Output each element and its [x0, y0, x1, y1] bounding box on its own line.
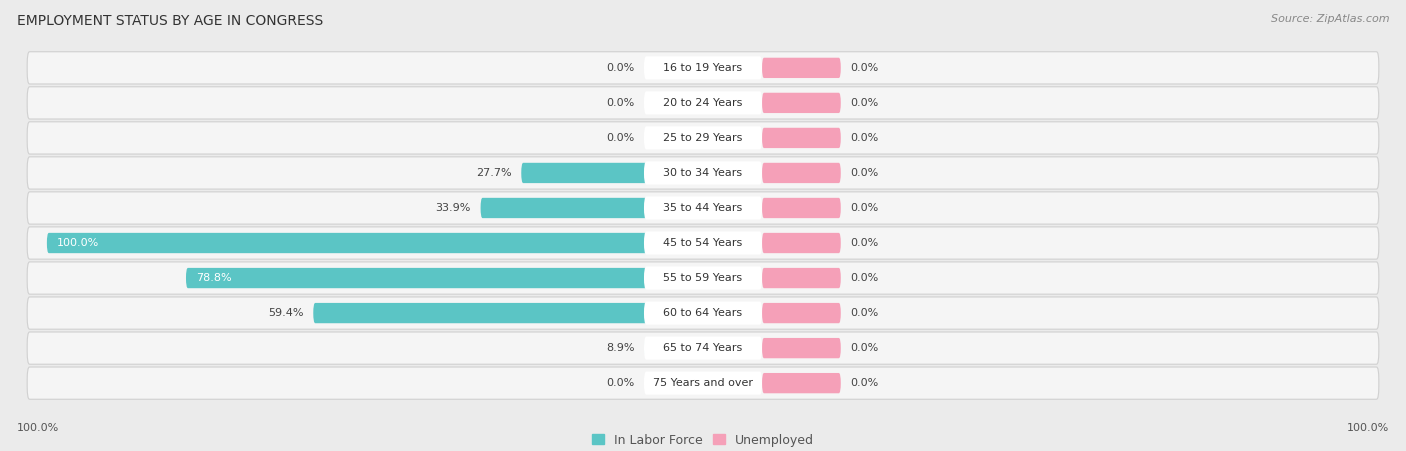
- FancyBboxPatch shape: [644, 336, 762, 359]
- Text: 20 to 24 Years: 20 to 24 Years: [664, 98, 742, 108]
- Text: 100.0%: 100.0%: [17, 423, 59, 433]
- FancyBboxPatch shape: [762, 268, 841, 288]
- FancyBboxPatch shape: [644, 126, 762, 149]
- Text: 78.8%: 78.8%: [195, 273, 232, 283]
- FancyBboxPatch shape: [644, 92, 762, 115]
- Text: 0.0%: 0.0%: [851, 343, 879, 353]
- Text: 0.0%: 0.0%: [606, 378, 634, 388]
- Text: 0.0%: 0.0%: [851, 238, 879, 248]
- Text: 16 to 19 Years: 16 to 19 Years: [664, 63, 742, 73]
- FancyBboxPatch shape: [762, 58, 841, 78]
- FancyBboxPatch shape: [762, 93, 841, 113]
- Text: 0.0%: 0.0%: [851, 203, 879, 213]
- Text: 60 to 64 Years: 60 to 64 Years: [664, 308, 742, 318]
- FancyBboxPatch shape: [762, 128, 841, 148]
- Text: 59.4%: 59.4%: [269, 308, 304, 318]
- Text: 65 to 74 Years: 65 to 74 Years: [664, 343, 742, 353]
- Text: 27.7%: 27.7%: [475, 168, 512, 178]
- FancyBboxPatch shape: [644, 302, 762, 325]
- FancyBboxPatch shape: [27, 297, 1379, 329]
- FancyBboxPatch shape: [644, 231, 762, 254]
- FancyBboxPatch shape: [762, 163, 841, 183]
- Text: 0.0%: 0.0%: [851, 98, 879, 108]
- Legend: In Labor Force, Unemployed: In Labor Force, Unemployed: [592, 433, 814, 446]
- Text: 0.0%: 0.0%: [851, 168, 879, 178]
- Text: 25 to 29 Years: 25 to 29 Years: [664, 133, 742, 143]
- FancyBboxPatch shape: [644, 338, 703, 358]
- Text: 100.0%: 100.0%: [56, 238, 98, 248]
- FancyBboxPatch shape: [27, 87, 1379, 119]
- Text: 0.0%: 0.0%: [851, 63, 879, 73]
- FancyBboxPatch shape: [644, 267, 762, 290]
- Text: 0.0%: 0.0%: [606, 63, 634, 73]
- Text: 0.0%: 0.0%: [851, 378, 879, 388]
- FancyBboxPatch shape: [762, 303, 841, 323]
- FancyBboxPatch shape: [314, 303, 703, 323]
- FancyBboxPatch shape: [762, 373, 841, 393]
- FancyBboxPatch shape: [27, 52, 1379, 84]
- FancyBboxPatch shape: [46, 233, 703, 253]
- FancyBboxPatch shape: [644, 197, 762, 220]
- FancyBboxPatch shape: [27, 157, 1379, 189]
- FancyBboxPatch shape: [522, 163, 703, 183]
- Text: 30 to 34 Years: 30 to 34 Years: [664, 168, 742, 178]
- FancyBboxPatch shape: [27, 192, 1379, 224]
- FancyBboxPatch shape: [644, 372, 762, 395]
- FancyBboxPatch shape: [481, 198, 703, 218]
- Text: 0.0%: 0.0%: [851, 133, 879, 143]
- FancyBboxPatch shape: [644, 56, 762, 79]
- Text: 0.0%: 0.0%: [851, 273, 879, 283]
- FancyBboxPatch shape: [762, 198, 841, 218]
- FancyBboxPatch shape: [644, 161, 762, 184]
- FancyBboxPatch shape: [27, 332, 1379, 364]
- Text: 75 Years and over: 75 Years and over: [652, 378, 754, 388]
- FancyBboxPatch shape: [27, 262, 1379, 294]
- Text: 0.0%: 0.0%: [851, 308, 879, 318]
- Text: Source: ZipAtlas.com: Source: ZipAtlas.com: [1271, 14, 1389, 23]
- Text: 45 to 54 Years: 45 to 54 Years: [664, 238, 742, 248]
- Text: 8.9%: 8.9%: [606, 343, 634, 353]
- FancyBboxPatch shape: [27, 122, 1379, 154]
- FancyBboxPatch shape: [762, 338, 841, 358]
- Text: 35 to 44 Years: 35 to 44 Years: [664, 203, 742, 213]
- Text: 0.0%: 0.0%: [606, 133, 634, 143]
- Text: 100.0%: 100.0%: [1347, 423, 1389, 433]
- Text: EMPLOYMENT STATUS BY AGE IN CONGRESS: EMPLOYMENT STATUS BY AGE IN CONGRESS: [17, 14, 323, 28]
- Text: 0.0%: 0.0%: [606, 98, 634, 108]
- FancyBboxPatch shape: [27, 227, 1379, 259]
- FancyBboxPatch shape: [186, 268, 703, 288]
- Text: 33.9%: 33.9%: [436, 203, 471, 213]
- FancyBboxPatch shape: [762, 233, 841, 253]
- FancyBboxPatch shape: [27, 367, 1379, 399]
- Text: 55 to 59 Years: 55 to 59 Years: [664, 273, 742, 283]
